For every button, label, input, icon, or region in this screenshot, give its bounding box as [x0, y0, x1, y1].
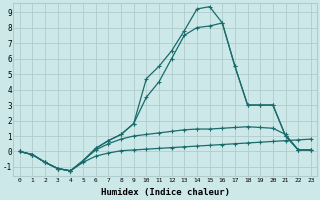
X-axis label: Humidex (Indice chaleur): Humidex (Indice chaleur): [101, 188, 230, 197]
